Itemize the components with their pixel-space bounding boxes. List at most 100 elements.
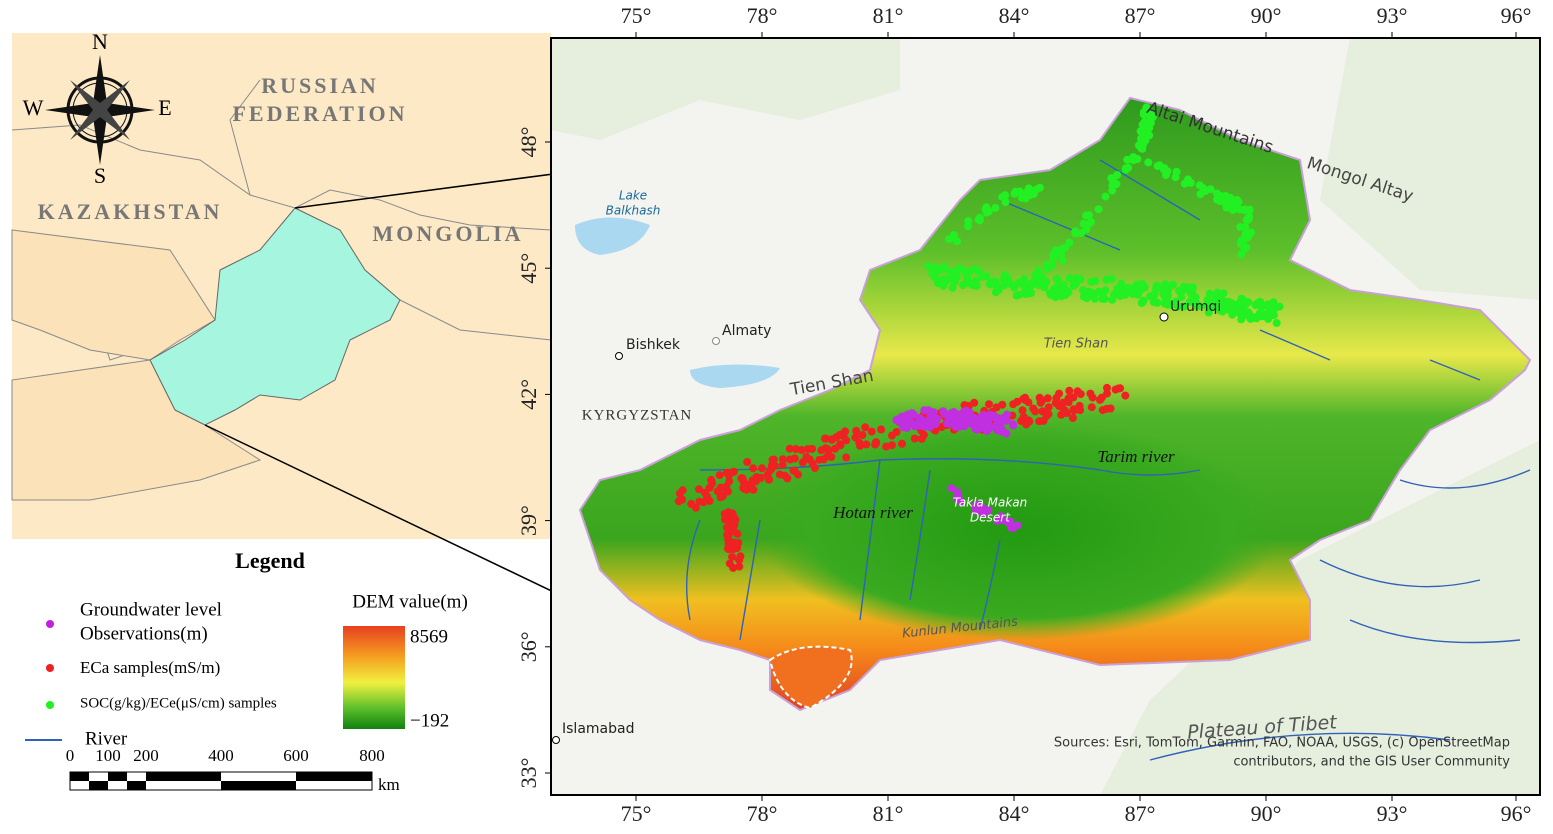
sample-point	[1242, 243, 1251, 252]
sample-point	[1011, 187, 1020, 196]
sample-point	[767, 461, 776, 470]
legend-label: Groundwater level	[80, 599, 222, 620]
sample-point	[962, 409, 971, 418]
lon-label: 84°	[999, 801, 1030, 826]
sample-point	[1052, 274, 1061, 283]
sample-point	[775, 470, 784, 479]
sample-point	[720, 509, 729, 518]
sample-point	[1009, 421, 1018, 430]
sample-point	[731, 539, 740, 548]
scale-label: 600	[283, 746, 309, 765]
lat-label: 48°	[516, 127, 541, 158]
place-label: Islamabad	[562, 721, 634, 737]
sample-point	[1138, 120, 1147, 129]
sample-point	[1038, 407, 1047, 416]
sample-point	[790, 466, 799, 475]
scale-label: 800	[359, 746, 385, 765]
sample-point	[955, 411, 964, 420]
sample-point	[1206, 185, 1215, 194]
sample-point	[1173, 301, 1181, 310]
sample-point	[1094, 205, 1103, 214]
sample-point	[1065, 274, 1074, 283]
sample-point	[977, 412, 986, 421]
sample-point	[982, 272, 991, 281]
sample-point	[939, 407, 948, 416]
sample-point	[791, 445, 800, 454]
sample-point	[1096, 395, 1105, 404]
scale-unit: km	[378, 775, 400, 794]
main-map: Altai Mountains Mongol Altay Lake Balkha…	[551, 38, 1540, 795]
sample-point	[1177, 293, 1186, 302]
sample-point	[1188, 289, 1197, 298]
sample-point	[1057, 410, 1066, 419]
sample-point	[858, 431, 867, 439]
sample-point	[1073, 387, 1082, 396]
sample-point	[1043, 394, 1052, 403]
sample-point	[724, 542, 733, 551]
sample-point	[1103, 389, 1111, 398]
sample-point	[1079, 219, 1088, 228]
sample-point	[1188, 283, 1197, 292]
sample-point	[1079, 286, 1087, 295]
sample-point	[1228, 206, 1237, 214]
sample-point	[1057, 250, 1066, 259]
sample-point	[978, 423, 987, 432]
lon-label: 81°	[873, 801, 904, 826]
sample-point	[1018, 406, 1027, 415]
compass-label: E	[158, 95, 171, 120]
sample-point	[1237, 294, 1246, 303]
sample-point	[1121, 165, 1130, 174]
scale-segment	[221, 781, 296, 790]
sample-point	[703, 492, 711, 501]
sample-point	[1068, 414, 1077, 422]
sample-point	[1013, 521, 1022, 530]
sample-point	[1270, 311, 1278, 320]
sources-text: contributors, and the GIS User Community	[1233, 755, 1510, 770]
lon-label: 87°	[1125, 801, 1156, 826]
sample-points	[674, 103, 1284, 572]
sample-point	[1205, 289, 1214, 298]
sample-point	[1225, 197, 1234, 206]
sample-point	[1044, 403, 1053, 412]
sample-point	[948, 283, 957, 292]
sample-point	[822, 444, 831, 453]
sample-point	[1239, 311, 1248, 320]
inset-map: RUSSIAN FEDERATION KAZAKHSTAN MONGOLIA N…	[11, 29, 552, 539]
sample-point	[1010, 283, 1019, 292]
place-label: Tien Shan	[1044, 337, 1109, 352]
sample-point	[740, 484, 749, 493]
sample-point	[1031, 407, 1040, 416]
sample-point	[785, 444, 794, 453]
scale-label: 0	[66, 746, 75, 765]
sample-point	[911, 422, 919, 431]
country-label: KAZAKHSTAN	[38, 199, 223, 224]
lat-label: 36°	[516, 631, 541, 662]
sample-point	[1088, 393, 1097, 402]
sample-point	[1180, 302, 1188, 311]
sample-point	[948, 274, 957, 283]
sample-point	[917, 434, 926, 443]
sample-point	[1139, 297, 1148, 305]
sample-point	[695, 497, 704, 506]
lon-label: 78°	[747, 801, 778, 826]
lon-label: 96°	[1501, 3, 1532, 28]
sample-point	[1015, 290, 1024, 299]
sample-point	[1220, 305, 1229, 314]
sample-point	[1179, 282, 1188, 291]
sample-point	[1022, 420, 1031, 429]
sample-point	[1184, 175, 1192, 184]
country-label: RUSSIAN	[261, 73, 379, 98]
sample-point	[1109, 177, 1118, 186]
sample-point	[1001, 191, 1009, 200]
dem-ramp	[343, 626, 405, 729]
sample-point	[945, 411, 954, 420]
tarim-basin	[760, 420, 1280, 640]
xinjiang-inset	[149, 207, 401, 426]
sample-point	[1264, 302, 1273, 310]
legend-label: SOC(g/kg)/ECe(μS/cm) samples	[80, 695, 277, 711]
sample-point	[1151, 284, 1160, 293]
legend-symbol	[46, 664, 54, 672]
sample-point	[931, 263, 940, 272]
scale-label: 100	[95, 746, 121, 765]
sample-point	[972, 507, 981, 515]
